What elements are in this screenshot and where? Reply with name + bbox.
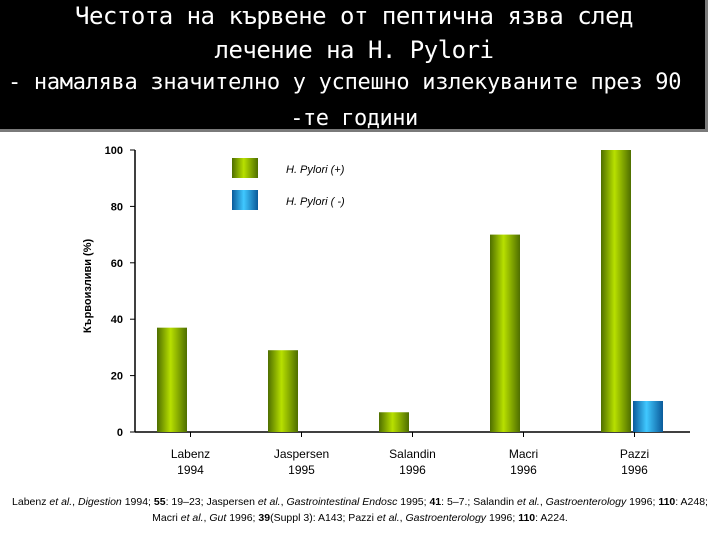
footnote-references: Labenz et al., Digestion 1994; 55: 19–23… xyxy=(8,494,712,526)
footnote-segment: , xyxy=(539,496,546,508)
footnote-segment: : 19–23; Jaspersen xyxy=(165,496,258,508)
x-tick-label: Jaspersen xyxy=(274,447,329,461)
bar-hp-positive xyxy=(601,150,631,432)
footnote-segment: 1994; xyxy=(121,496,154,508)
footnote-segment: Gut xyxy=(209,512,227,524)
x-tick-label: 1996 xyxy=(621,463,648,477)
footnote-segment: Gastroenterology xyxy=(545,496,627,508)
x-tick-label: Salandin xyxy=(389,447,436,461)
y-tick-label: 60 xyxy=(111,258,123,270)
x-tick-label: 1996 xyxy=(510,463,537,477)
x-tick-label: 1995 xyxy=(288,463,315,477)
footnote-segment: 41 xyxy=(429,496,442,508)
y-tick-label: 20 xyxy=(111,371,123,383)
x-tick-label: 1996 xyxy=(399,463,426,477)
footnote-segment: , xyxy=(203,512,210,524)
footnote-segment: et al. xyxy=(376,512,400,524)
footnote-segment: et al. xyxy=(257,496,281,508)
legend-swatch xyxy=(232,158,258,178)
footnote-segment: 55 xyxy=(153,496,166,508)
bar-hp-negative xyxy=(633,400,663,432)
x-tick-label: Labenz xyxy=(171,447,210,461)
footnote-segment: 1996; xyxy=(486,512,519,524)
footnote-segment: et al. xyxy=(49,496,73,508)
footnote-segment: et al. xyxy=(180,512,204,524)
bar-hp-positive xyxy=(490,234,520,432)
bar-hp-positive xyxy=(379,412,409,432)
footnote-segment: 1995; xyxy=(397,496,430,508)
footnote-segment: , xyxy=(280,496,287,508)
y-axis-label: Кървоизливи (%) xyxy=(82,239,94,334)
y-tick-label: 40 xyxy=(111,314,123,326)
footnote-segment: , xyxy=(72,496,78,508)
footnote-segment: Gastroenterology xyxy=(405,512,487,524)
footnote-segment: , xyxy=(399,512,406,524)
y-tick-label: 100 xyxy=(105,145,123,157)
footnote-segment: 39 xyxy=(258,512,271,524)
footnote-segment: 110 xyxy=(518,512,536,524)
title-box: Честота на кървене от пептична язва след… xyxy=(0,0,708,132)
legend-label: H. Pylori (+) xyxy=(286,164,345,176)
footnote-segment: 110 xyxy=(658,496,676,508)
footnote-segment: : A224. xyxy=(535,512,568,524)
subtitle-line-1: - намалява значително у успешно излекува… xyxy=(8,70,682,95)
legend-swatch xyxy=(232,190,258,210)
footnote-segment: et al. xyxy=(517,496,540,508)
legend-label: H. Pylori ( -) xyxy=(286,196,345,208)
footnote-segment: : A248; Macri xyxy=(152,496,708,524)
x-tick-label: Pazzi xyxy=(620,447,649,461)
x-tick-label: 1994 xyxy=(177,463,204,477)
y-tick-label: 80 xyxy=(111,201,123,213)
footnote-segment: 1996; xyxy=(626,496,659,508)
x-tick-label: Macri xyxy=(509,447,538,461)
y-tick-label: 0 xyxy=(117,427,123,439)
title-line-2: лечение на H. Pylori xyxy=(214,36,494,64)
footnote-segment: (Suppl 3): A143; Pazzi xyxy=(270,512,377,524)
footnote-segment: Gastrointestinal Endosc xyxy=(286,496,398,508)
title-line-1: Честота на кървене от пептична язва след xyxy=(75,2,633,30)
subtitle-line-2: -те години xyxy=(290,106,418,131)
footnote-segment: Digestion xyxy=(78,496,122,508)
bar-hp-positive xyxy=(268,350,298,432)
bar-hp-positive xyxy=(157,327,187,432)
footnote-segment: Labenz xyxy=(12,496,50,508)
bar-chart: Кървоизливи (%) 0 20 40 60 80 100 Labenz 1994 Ja… xyxy=(82,145,690,477)
footnote-segment: : 5–7.; Salandin xyxy=(441,496,518,508)
footnote-segment: 1996; xyxy=(226,512,259,524)
